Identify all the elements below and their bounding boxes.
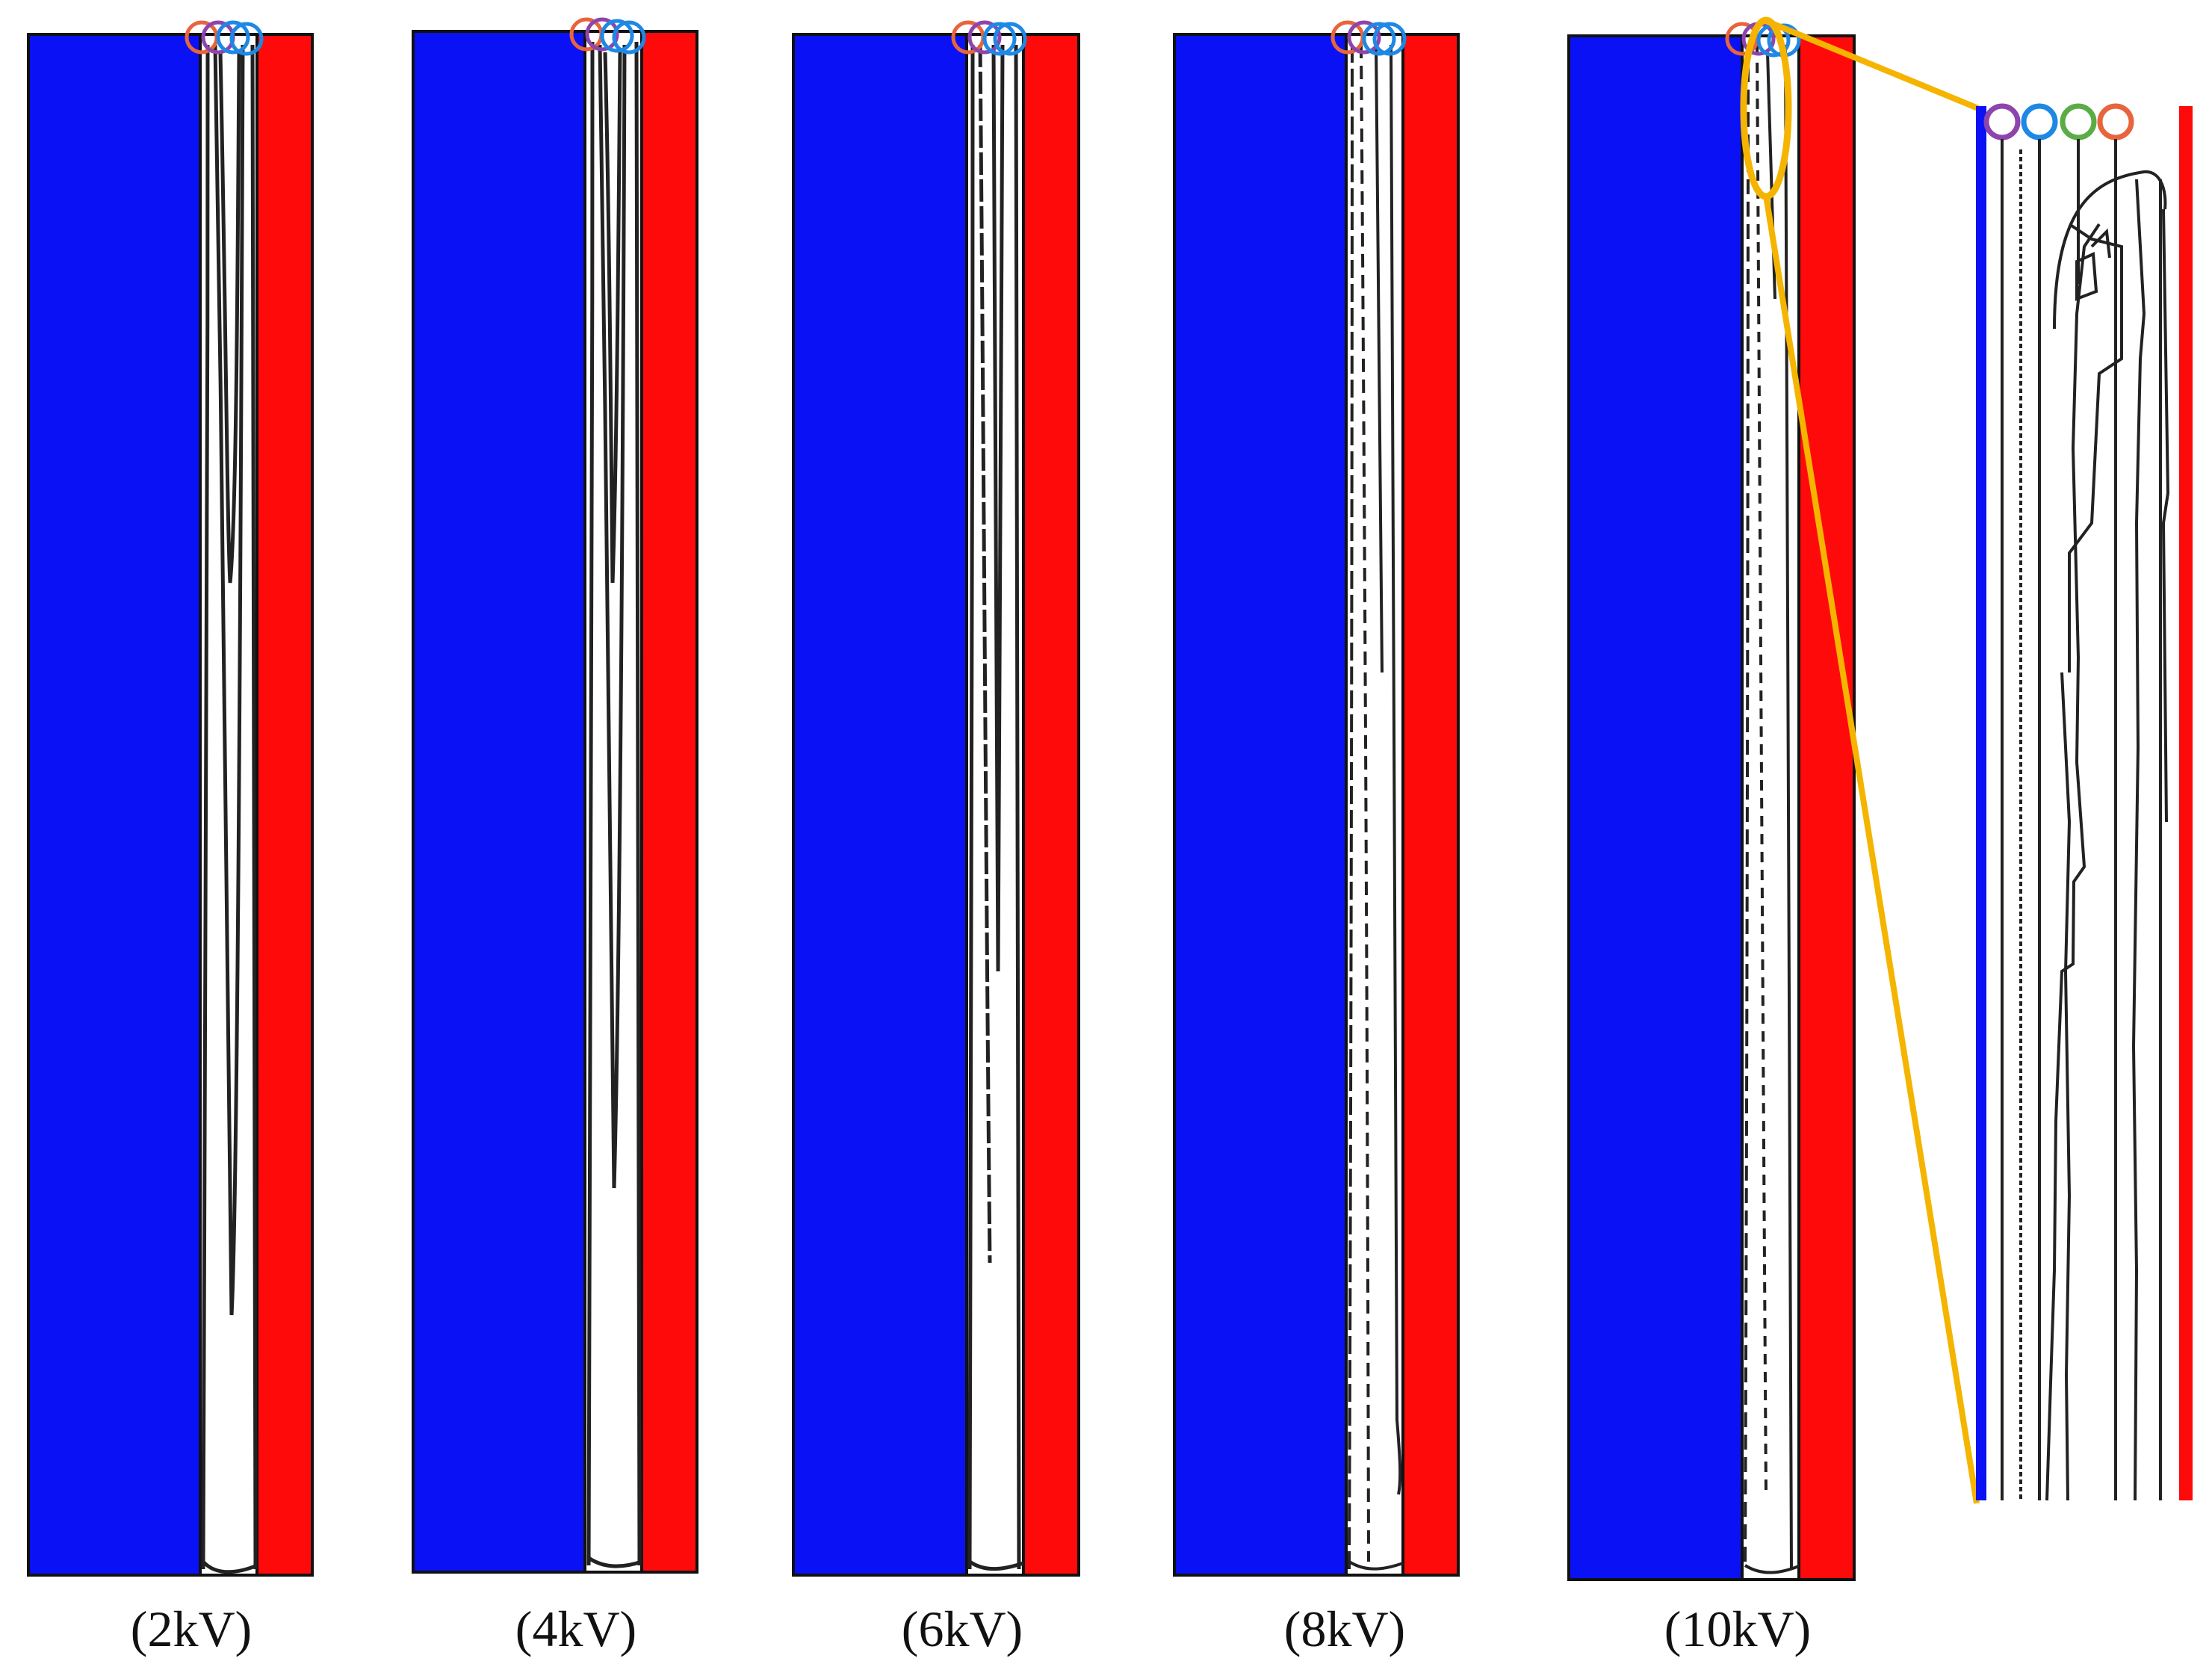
left-electrode [1173, 33, 1348, 1577]
inset-marker-purple [1983, 103, 2021, 140]
inset-streamlines [2001, 139, 2170, 1501]
right-electrode [640, 30, 698, 1574]
streamlines [1348, 44, 1404, 1571]
right-electrode [1022, 33, 1080, 1577]
inset-marker-orange [2097, 103, 2134, 140]
top-markers [951, 20, 1027, 56]
panel-2kv [27, 20, 314, 1577]
caption-2kv: (2kV) [130, 1601, 253, 1657]
right-electrode [255, 33, 314, 1577]
top-markers [569, 17, 646, 55]
caption-10kv: (10kV) [1664, 1601, 1812, 1657]
inset-marker-blue [2021, 103, 2058, 140]
streamlines [201, 44, 258, 1574]
caption-8kv: (8kV) [1283, 1601, 1406, 1657]
caption-4kv: (4kV) [515, 1601, 637, 1657]
zoom-connector-lines [1763, 18, 1980, 1504]
panel-8kv [1173, 20, 1460, 1577]
zoomed-inset [1976, 103, 2193, 1501]
inset-markers [1983, 103, 2134, 140]
top-markers [1330, 20, 1407, 56]
left-electrode [792, 33, 968, 1577]
right-electrode [1401, 33, 1460, 1577]
right-electrode [1797, 34, 1856, 1581]
top-markers [185, 20, 264, 56]
streamlines [586, 41, 642, 1568]
panel-10kv [1567, 16, 1856, 1581]
left-electrode [1567, 34, 1744, 1581]
left-electrode [27, 33, 202, 1577]
gap-region [199, 33, 258, 1577]
caption-6kv: (6kV) [901, 1601, 1023, 1657]
left-electrode [412, 30, 586, 1574]
panel-4kv [412, 17, 698, 1574]
panel-6kv [792, 20, 1080, 1577]
streamlines [967, 44, 1024, 1571]
inset-marker-green [2060, 103, 2097, 140]
